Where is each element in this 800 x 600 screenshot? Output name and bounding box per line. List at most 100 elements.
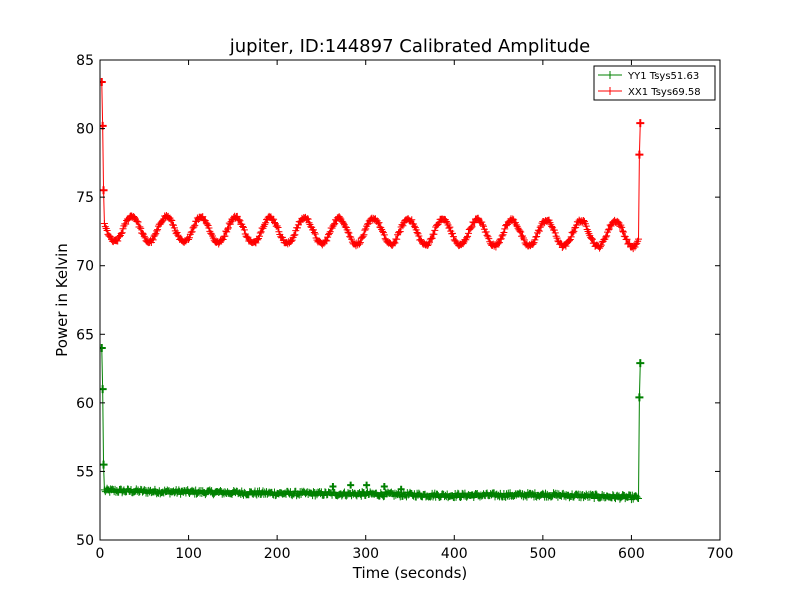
data-point-marker — [619, 227, 627, 235]
data-point-marker — [122, 220, 130, 228]
data-point-marker — [483, 231, 491, 239]
data-point-marker — [311, 492, 319, 500]
data-point-marker — [118, 229, 126, 237]
data-point-marker — [532, 233, 540, 241]
data-point-marker — [185, 234, 193, 242]
data-point-marker — [408, 216, 416, 224]
legend-marker — [606, 71, 614, 79]
data-point-marker — [141, 234, 149, 242]
data-point-marker — [500, 228, 508, 236]
data-point-marker — [348, 235, 356, 243]
data-point-marker — [345, 229, 353, 237]
data-point-marker — [154, 226, 162, 234]
x-tick-label: 0 — [96, 546, 105, 562]
data-point-marker — [497, 235, 505, 243]
outlier-marker — [397, 485, 405, 493]
data-point-marker — [529, 240, 537, 248]
data-point-marker — [151, 231, 159, 239]
data-point-marker — [446, 223, 454, 231]
data-point-marker — [236, 217, 244, 225]
data-point-marker — [270, 215, 278, 223]
data-point-marker — [221, 232, 229, 240]
data-point-marker — [565, 237, 573, 245]
data-point-marker — [502, 493, 510, 501]
data-point-marker — [485, 235, 493, 243]
data-point-marker — [174, 231, 182, 239]
data-point-marker — [604, 226, 612, 234]
data-point-marker — [185, 235, 193, 243]
data-point-marker — [381, 235, 389, 243]
data-point-marker — [616, 222, 624, 230]
data-point-marker — [261, 220, 269, 228]
x-tick-label: 600 — [618, 546, 645, 562]
data-point-marker — [588, 235, 596, 243]
spike-marker — [636, 119, 645, 128]
data-point-marker — [363, 220, 371, 228]
x-tick-label: 400 — [441, 546, 468, 562]
legend-marker — [606, 87, 614, 95]
data-point-marker — [391, 239, 399, 247]
data-point-marker — [262, 219, 270, 227]
spike-marker — [636, 359, 645, 368]
data-point-marker — [387, 488, 395, 496]
y-tick-label: 60 — [76, 396, 94, 412]
data-point-marker — [255, 232, 263, 240]
data-point-marker — [240, 226, 248, 234]
data-point-marker — [361, 226, 369, 234]
outlier-marker — [329, 483, 337, 491]
data-point-marker — [389, 240, 397, 248]
y-tick-label: 50 — [76, 533, 94, 549]
data-point-marker — [187, 228, 195, 236]
data-point-marker — [393, 235, 401, 243]
data-point-marker — [201, 216, 209, 224]
data-point-marker — [482, 228, 490, 236]
spike-marker — [100, 385, 107, 394]
data-point-marker — [533, 232, 541, 240]
data-point-marker — [468, 223, 476, 231]
data-point-marker — [115, 233, 123, 241]
series-2 — [100, 77, 645, 253]
data-point-marker — [100, 219, 108, 227]
x-axis-label: Time (seconds) — [352, 564, 468, 582]
data-point-marker — [310, 228, 318, 236]
outlier-marker — [363, 481, 371, 489]
data-point-marker — [318, 241, 326, 249]
data-point-marker — [217, 237, 225, 245]
data-point-marker — [291, 231, 299, 239]
data-point-marker — [134, 218, 142, 226]
data-point-marker — [323, 237, 331, 245]
data-point-marker — [225, 219, 233, 227]
data-point-marker — [326, 228, 334, 236]
data-point-marker — [588, 235, 596, 243]
data-point-marker — [254, 236, 262, 244]
data-point-marker — [205, 224, 213, 232]
data-point-marker — [445, 224, 453, 232]
data-point-marker — [119, 225, 127, 233]
x-tick-label: 200 — [264, 546, 291, 562]
spike-marker — [100, 186, 108, 195]
data-point-marker — [274, 223, 282, 231]
data-point-marker — [464, 232, 472, 240]
data-point-marker — [253, 491, 261, 499]
data-point-marker — [131, 214, 139, 222]
chart-title: jupiter, ID:144897 Calibrated Amplitude — [229, 36, 590, 57]
data-point-marker — [379, 227, 387, 235]
y-tick-label: 85 — [76, 53, 94, 69]
data-point-marker — [596, 244, 604, 252]
data-point-marker — [290, 231, 298, 239]
data-point-marker — [495, 239, 503, 247]
data-point-marker — [442, 217, 450, 225]
data-point-marker — [501, 225, 509, 233]
data-point-marker — [140, 232, 148, 240]
data-point-marker — [139, 229, 147, 237]
data-point-marker — [424, 242, 432, 250]
data-point-marker — [374, 219, 382, 227]
data-point-marker — [587, 234, 595, 242]
data-point-marker — [619, 228, 627, 236]
data-point-marker — [149, 236, 157, 244]
outlier-marker — [380, 483, 388, 491]
data-point-marker — [305, 219, 313, 227]
data-point-marker — [569, 229, 577, 237]
data-point-marker — [509, 215, 517, 223]
